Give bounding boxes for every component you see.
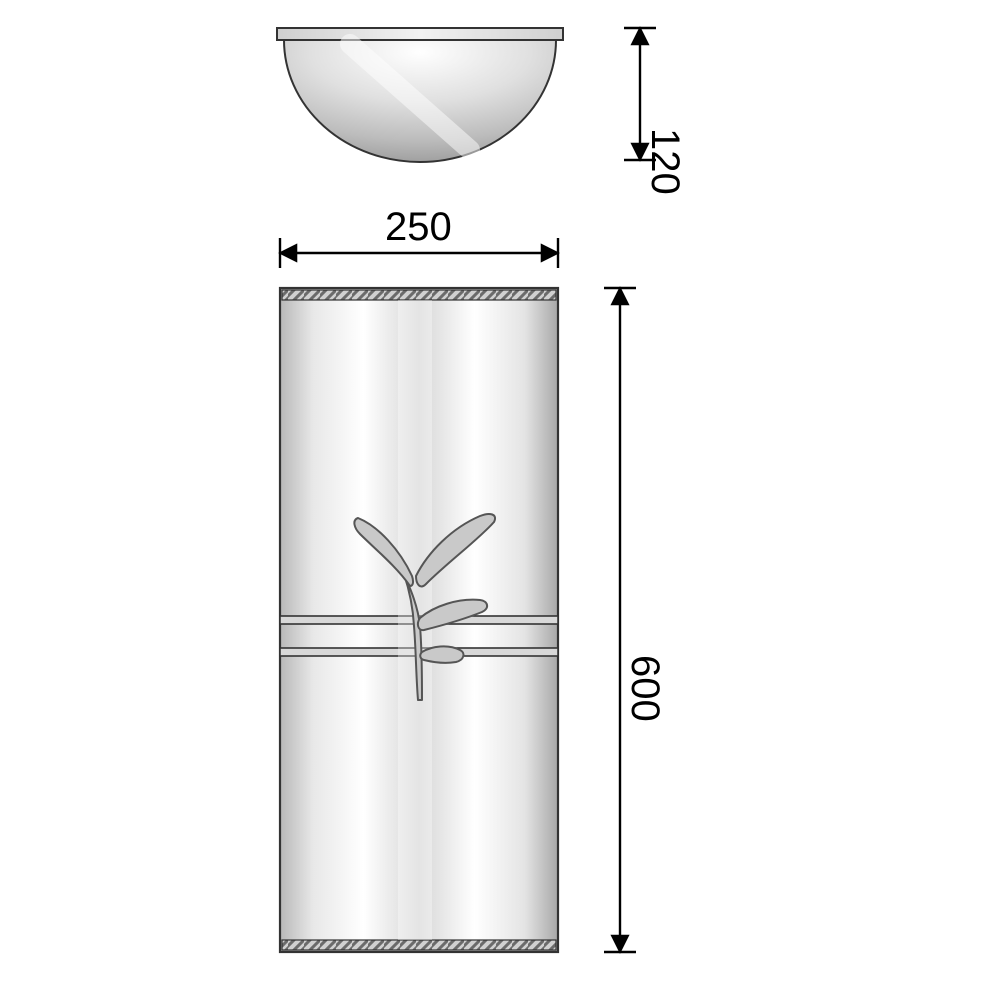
top-view <box>277 28 563 162</box>
top-rope-band <box>282 290 556 300</box>
dimension-depth-label: 120 <box>643 128 687 195</box>
technical-drawing: 250 600 120 <box>0 0 1000 1000</box>
dimension-height <box>604 288 636 952</box>
dimension-width-label: 250 <box>385 205 452 249</box>
dimension-height-label: 600 <box>623 655 667 722</box>
top-view-lip <box>277 28 563 40</box>
bottom-rope-band <box>282 940 556 950</box>
front-view <box>280 288 558 952</box>
